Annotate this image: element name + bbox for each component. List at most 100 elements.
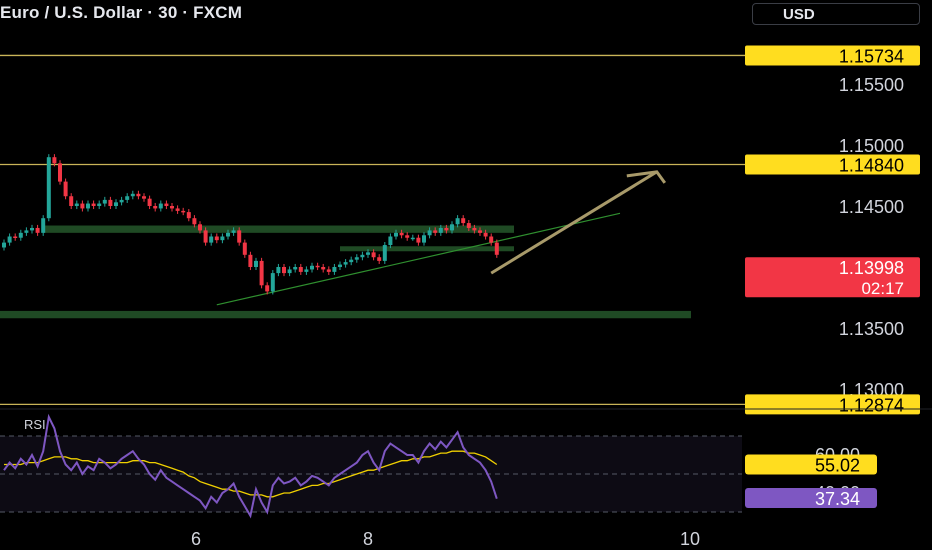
candle-body — [472, 227, 477, 231]
candle-body — [242, 242, 247, 255]
candle-body — [248, 254, 253, 267]
rsi-value: 37.34 — [815, 489, 860, 509]
candle-body — [489, 236, 494, 243]
candle-body — [466, 223, 471, 228]
candle-body — [450, 224, 454, 231]
candle-body — [214, 236, 219, 241]
candle-body — [142, 196, 146, 199]
candle-body — [136, 193, 141, 197]
candle-body — [254, 260, 258, 267]
candle-body — [427, 230, 432, 236]
candle-body — [416, 237, 421, 243]
candle-body — [388, 236, 393, 246]
y-tick-label: 1.15500 — [839, 75, 904, 95]
chart-title: Euro / U.S. Dollar · 30 · FXCM — [0, 3, 243, 22]
candle-body — [237, 230, 242, 243]
current-price-tag — [745, 257, 920, 298]
candle-body — [455, 218, 460, 225]
candle-body — [24, 230, 29, 233]
candle-body — [326, 269, 331, 272]
candle-body — [114, 202, 118, 206]
rsi-value-tag — [745, 488, 877, 509]
rsi-ma-value-tag — [745, 454, 877, 475]
candle-body — [259, 260, 264, 286]
candle-body — [119, 199, 124, 203]
candle-body — [209, 236, 214, 243]
candle-body — [130, 193, 135, 197]
candle-body — [343, 262, 348, 265]
candle-body — [52, 157, 57, 164]
candle-body — [192, 218, 197, 225]
support-zone — [340, 246, 514, 252]
support-zone — [0, 310, 691, 319]
candle-body — [18, 232, 23, 238]
candle-body — [7, 236, 12, 243]
candle-body — [298, 267, 303, 272]
y-tick-label: 1.15000 — [839, 136, 904, 156]
candle-body — [399, 232, 404, 236]
candle-body — [108, 199, 113, 206]
candle-body — [494, 242, 499, 255]
y-tick-label: 1.13500 — [839, 319, 904, 339]
support-zone — [43, 225, 514, 233]
current-price-label: 1.13998 — [839, 258, 904, 278]
candle-body — [478, 230, 482, 233]
candle-body — [282, 267, 286, 274]
candle-body — [410, 237, 415, 240]
candle-body — [91, 203, 96, 206]
candle-body — [360, 254, 365, 258]
price-level-tag-label: 1.14840 — [839, 156, 904, 176]
candle-body — [304, 269, 309, 272]
candle-body — [265, 285, 270, 292]
rsi-label: RSI — [24, 417, 46, 432]
candle-body — [97, 203, 102, 206]
candle-body — [80, 203, 85, 209]
price-level-tag — [745, 45, 920, 66]
candle-body — [153, 206, 158, 209]
candle-body — [433, 230, 438, 233]
x-tick-label: 6 — [191, 529, 201, 549]
projection-arrow-head — [626, 170, 667, 184]
candle-body — [63, 181, 68, 197]
candle-body — [231, 230, 236, 233]
candle-body — [483, 232, 488, 237]
candle-body — [310, 265, 314, 270]
currency-button[interactable]: USD — [752, 3, 920, 25]
candle-body — [321, 267, 326, 270]
candle-body — [332, 267, 337, 272]
rsi-ma-value: 55.02 — [815, 455, 860, 475]
candle-body — [338, 264, 342, 267]
x-tick-label: 10 — [680, 529, 700, 549]
candle-body — [41, 218, 46, 233]
candle-body — [170, 206, 174, 209]
candle-body — [220, 236, 225, 241]
candle-body — [422, 235, 426, 243]
ascending-trendline — [216, 212, 621, 306]
candle-body — [287, 269, 292, 274]
candle-body — [438, 227, 443, 233]
candle-body — [276, 267, 281, 274]
price-level-tag-label: 1.12874 — [839, 395, 904, 415]
candle-body — [354, 257, 359, 260]
candle-body — [2, 242, 6, 248]
candle-body — [181, 210, 186, 213]
price-level-tag-label: 1.15734 — [839, 46, 904, 66]
candle-body — [58, 163, 62, 182]
candle-body — [226, 232, 230, 237]
candle-body — [102, 199, 107, 204]
candle-body — [405, 235, 410, 238]
candle-body — [86, 203, 90, 209]
candle-body — [186, 212, 191, 219]
candle-body — [444, 227, 449, 231]
candle-body — [377, 257, 382, 261]
candle-body — [30, 227, 34, 231]
candle-body — [125, 196, 130, 200]
y-tick-label: 1.14500 — [839, 197, 904, 217]
candle-body — [394, 232, 398, 237]
candle-body — [461, 218, 466, 224]
candle-body — [175, 208, 180, 211]
candle-body — [69, 196, 74, 206]
candle-body — [198, 224, 202, 231]
x-tick-label: 8 — [363, 529, 373, 549]
